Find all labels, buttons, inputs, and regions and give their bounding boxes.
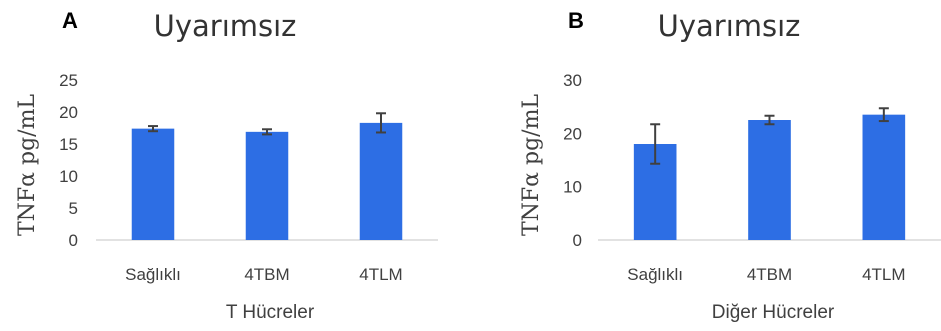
panel-b-y-tick-label: 10 [563,178,582,197]
panel-b-category-label: 4TBM [747,265,792,284]
panel-a-y-tick-label: 0 [69,231,78,250]
panel-b-y-tick-label: 0 [573,231,582,250]
panel-a-plot-area: 0 5 10 15 20 25 Sağlıklı 4TBM 4TLM [59,71,438,284]
panel-a-y-axis-label: TNFα pg/mL [15,94,40,236]
panel-a-y-tick-label: 5 [69,199,78,218]
panel-b-category-label: Sağlıklı [627,265,683,284]
panel-b-bar [862,114,906,240]
panel-b-error-bar [878,107,889,123]
panel-b-bar [748,120,791,240]
panel-a-error-bar [148,125,158,133]
panel-b-category-label: 4TLM [862,265,905,284]
panel-a-bar [245,131,289,240]
panel-a-error-bar [262,128,272,136]
panel-a-y-tick-label: 25 [59,71,78,90]
panel-a-y-tick-label: 10 [59,167,78,186]
panel-a-x-axis-label: T Hücreler [226,302,315,323]
panel-b-error-bar [764,114,775,126]
panel-a-category-label: 4TLM [359,265,402,284]
panel-a-bar [359,122,403,240]
panel-b-y-tick-label: 20 [563,124,582,143]
panel-a-y-tick-label: 20 [59,103,78,122]
panel-a-bar [131,128,175,240]
panel-b-error-bar [650,123,661,165]
panel-b-y-axis-label: TNFα pg/mL [519,94,544,236]
panel-b-y-tick-label: 30 [563,71,582,90]
panel-a-y-tick-label: 15 [59,135,78,154]
panel-b-plot-area: 0 10 20 30 Sağlıklı 4TBM 4TLM [563,71,941,284]
panel-b-x-axis-label: Diğer Hücreler [712,302,835,323]
panel-b-title: Uyarımsız [658,9,801,43]
panel-a-title: Uyarımsız [154,9,297,43]
panel-b-letter: B [568,8,584,33]
panel-a-letter: A [62,8,78,33]
panel-a-category-label: 4TBM [244,265,289,284]
panel-a-error-bar [376,112,386,134]
panel-a-category-label: Sağlıklı [125,265,181,284]
